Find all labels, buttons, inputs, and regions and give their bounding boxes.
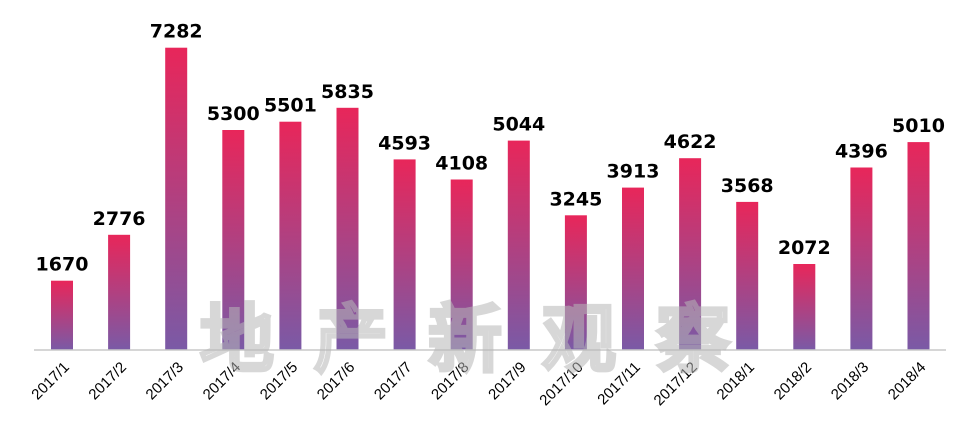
bars-layer bbox=[51, 47, 930, 350]
value-label-2018/4: 5010 bbox=[892, 115, 945, 137]
x-tick-label-2017/1: 2017/1 bbox=[28, 359, 72, 403]
value-label-2017/5: 5501 bbox=[264, 95, 317, 117]
value-label-2017/12: 4622 bbox=[664, 131, 717, 153]
x-tick-label-2017/3: 2017/3 bbox=[143, 359, 187, 403]
value-label-2017/10: 3245 bbox=[549, 188, 602, 210]
value-label-2017/2: 2776 bbox=[93, 208, 146, 230]
bar-2018/1 bbox=[736, 201, 759, 350]
value-label-2017/9: 5044 bbox=[492, 114, 545, 136]
bar-2018/2 bbox=[793, 264, 816, 350]
bar-2017/7 bbox=[393, 159, 416, 350]
bar-2017/11 bbox=[622, 187, 644, 350]
value-label-2018/1: 3568 bbox=[721, 175, 774, 197]
x-tick-label-2018/2: 2018/2 bbox=[771, 359, 815, 403]
bar-2017/9 bbox=[507, 140, 530, 350]
value-label-2017/8: 4108 bbox=[435, 153, 488, 175]
bar-2017/2 bbox=[108, 234, 131, 350]
bar-2017/6 bbox=[336, 107, 359, 350]
bar-2017/5 bbox=[279, 121, 302, 350]
value-label-2018/3: 4396 bbox=[835, 141, 888, 163]
watermark: 地产新观察 bbox=[200, 297, 770, 383]
bar-2017/3 bbox=[165, 47, 188, 350]
bar-2017/12 bbox=[679, 158, 702, 350]
bar-2017/10 bbox=[564, 215, 587, 350]
x-tick-label-2017/2: 2017/2 bbox=[85, 359, 129, 403]
x-tick-label-2018/4: 2018/4 bbox=[885, 359, 929, 403]
value-label-2017/7: 4593 bbox=[378, 132, 431, 154]
value-label-2017/11: 3913 bbox=[607, 161, 660, 183]
x-tick-label-2018/3: 2018/3 bbox=[828, 359, 872, 403]
value-label-2018/2: 2072 bbox=[778, 237, 831, 259]
value-label-2017/1: 1670 bbox=[36, 254, 89, 276]
bar-2017/1 bbox=[51, 280, 73, 350]
bar-2017/4 bbox=[222, 130, 245, 350]
value-label-2017/3: 7282 bbox=[150, 21, 203, 43]
value-label-2017/6: 5835 bbox=[321, 81, 374, 103]
bar-2017/8 bbox=[450, 179, 473, 350]
bar-2018/3 bbox=[850, 167, 873, 350]
bar-2018/4 bbox=[907, 142, 930, 350]
value-label-2017/4: 5300 bbox=[207, 103, 260, 125]
